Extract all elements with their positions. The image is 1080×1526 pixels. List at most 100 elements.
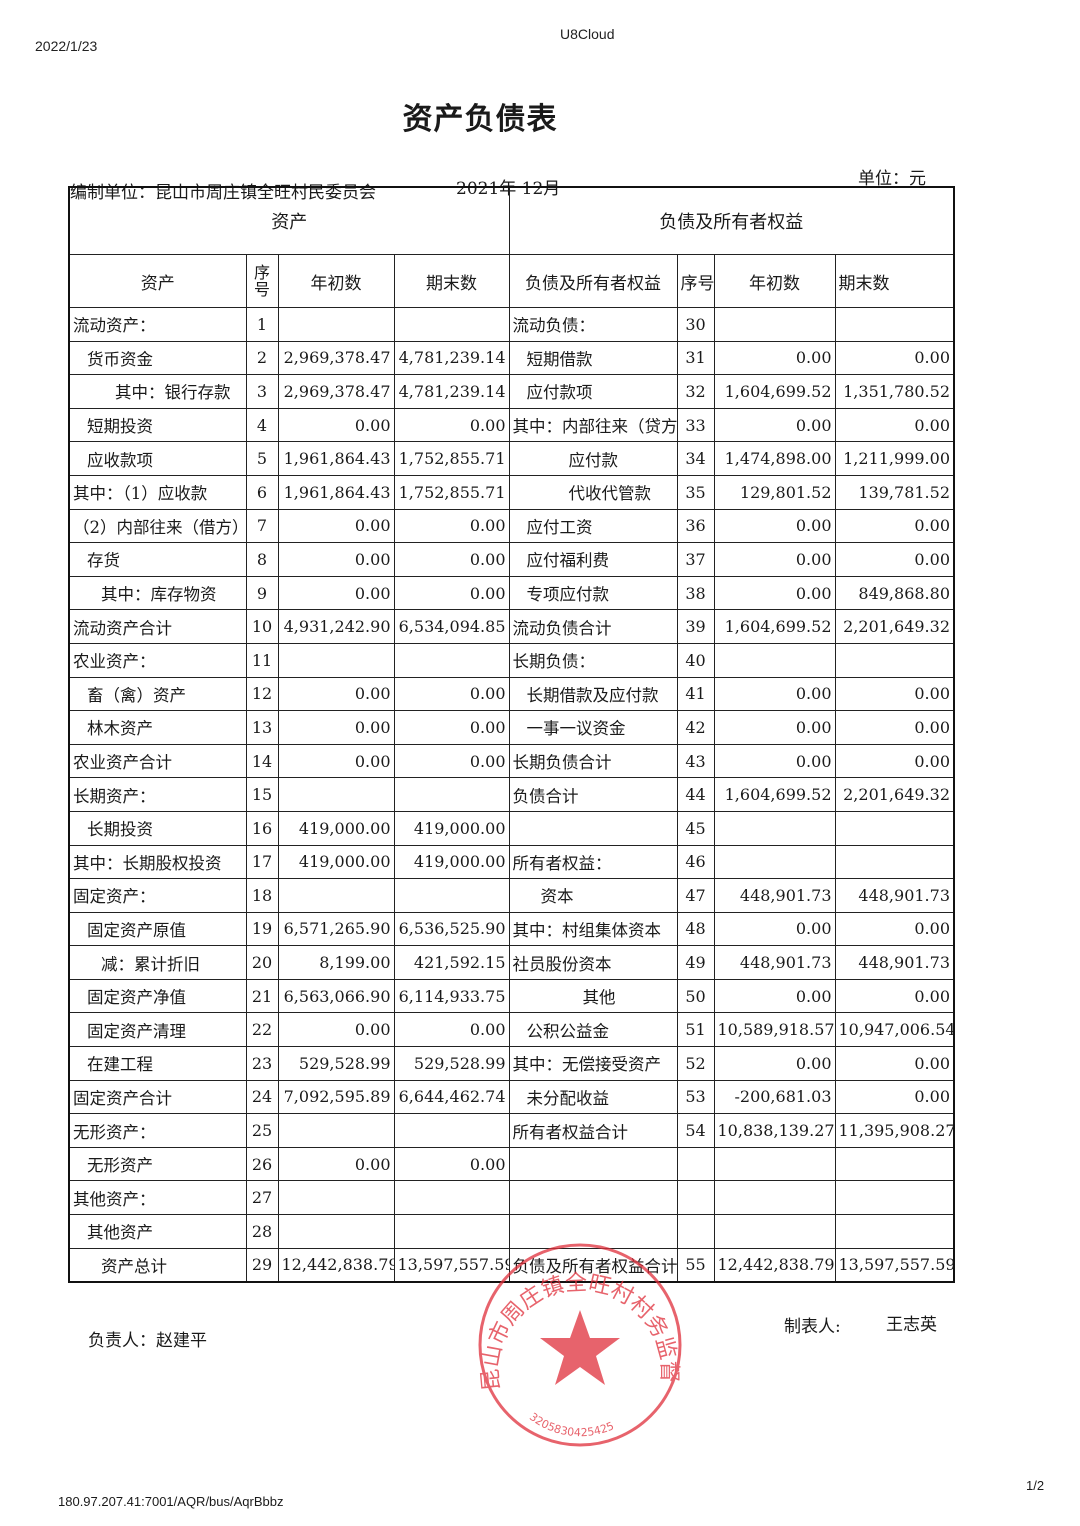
asset-name-cell: 存货	[68, 542, 247, 577]
liab-end-cell: 0.00	[834, 340, 955, 376]
table-row: 在建工程 23 529,528.99 529,528.99 其中：无偿接受资产 52 0.0…	[68, 1046, 955, 1081]
asset-begin-cell: 0.00	[277, 1012, 395, 1048]
footer-url: 180.97.207.41:7001/AQR/bus/AqrBbbz	[58, 1494, 284, 1509]
liab-end-cell: 139,781.52	[834, 474, 955, 510]
asset-name-cell: 其中：（1）应收款	[68, 474, 247, 510]
liab-begin-cell: 1,604,699.52	[713, 609, 836, 644]
table-row: 存货 8 0.00 0.00 应付福利费 37 0.00 0.00	[68, 542, 955, 577]
liab-begin-cell	[713, 1214, 836, 1249]
liab-name-cell: 其中：无偿接受资产	[508, 1046, 678, 1081]
asset-seq-cell: 1	[245, 307, 279, 342]
asset-seq-cell: 2	[245, 340, 279, 376]
asset-name-cell: 其中：银行存款	[68, 374, 247, 409]
asset-begin-cell: 6,563,066.90	[277, 978, 395, 1014]
asset-end-cell	[393, 307, 510, 342]
liab-seq-cell: 55	[676, 1247, 715, 1283]
liabilities-section-header: 负债及所有者权益	[508, 186, 955, 255]
liab-seq-cell: 50	[676, 978, 715, 1014]
liab-name-cell: 社员股份资本	[508, 945, 678, 980]
liab-name-cell: 其他	[508, 978, 678, 1014]
table-row: 固定资产原值 19 6,571,265.90 6,536,525.90 其中：村组集体资…	[68, 911, 955, 947]
liab-begin-cell: 0.00	[713, 676, 836, 712]
liab-end-cell: 448,901.73	[834, 945, 955, 980]
asset-name-cell: 固定资产合计	[68, 1079, 247, 1115]
liab-seq-cell: 44	[676, 777, 715, 812]
asset-seq-cell: 20	[245, 945, 279, 980]
liab-begin-cell: 0.00	[713, 542, 836, 577]
liab-begin-cell: 0.00	[713, 978, 836, 1014]
liab-end-cell: 0.00	[834, 911, 955, 947]
table-row: 其他资产： 27	[68, 1180, 955, 1216]
table-row: 林木资产 13 0.00 0.00 一事一议资金 42 0.00 0.00	[68, 710, 955, 745]
asset-begin-cell: 529,528.99	[277, 1046, 395, 1081]
seal-star-icon	[540, 1310, 620, 1385]
liab-seq-cell: 41	[676, 676, 715, 712]
liab-name-cell: 其中：村组集体资本	[508, 911, 678, 947]
asset-name-cell: 应收款项	[68, 441, 247, 476]
asset-seq-cell: 11	[245, 642, 279, 678]
asset-seq-cell: 8	[245, 542, 279, 577]
liab-end-cell	[834, 810, 955, 846]
table-row: 固定资产清理 22 0.00 0.00 公积公益金 51 10,589,918.57 10,9…	[68, 1012, 955, 1048]
table-row: 长期投资 16 419,000.00 419,000.00 45	[68, 810, 955, 846]
liab-seq-cell: 46	[676, 844, 715, 880]
col-end2: 期末数	[834, 254, 955, 308]
table-row: 固定资产合计 24 7,092,595.89 6,644,462.74 未分配收益 53-…	[68, 1079, 955, 1115]
liab-seq-cell: 51	[676, 1012, 715, 1048]
table-row: 其中：库存物资 9 0.00 0.00 专项应付款 38 0.00 849,868.80	[68, 575, 955, 611]
liab-end-cell: 0.00	[834, 542, 955, 577]
asset-name-cell: 农业资产：	[68, 642, 247, 678]
asset-end-cell: 0.00	[393, 743, 510, 779]
liab-begin-cell	[713, 1146, 836, 1182]
liab-name-cell: 短期借款	[508, 340, 678, 376]
liab-seq-cell: 34	[676, 441, 715, 476]
asset-name-cell: 短期投资	[68, 407, 247, 443]
liab-begin-cell: 0.00	[713, 575, 836, 611]
asset-name-cell: 长期资产：	[68, 777, 247, 812]
page-title: 资产负债表	[402, 102, 558, 137]
liab-seq-cell: 33	[676, 407, 715, 443]
liab-begin-cell: -200,681.03	[713, 1079, 836, 1115]
asset-begin-cell: 4,931,242.90	[277, 609, 395, 644]
liab-begin-cell: 129,801.52	[713, 474, 836, 510]
liab-seq-cell: 40	[676, 642, 715, 678]
asset-begin-cell	[277, 777, 395, 812]
asset-end-cell: 419,000.00	[393, 844, 510, 880]
asset-name-cell: 货币资金	[68, 340, 247, 376]
col-end: 期末数	[393, 254, 510, 308]
asset-name-cell: 无形资产：	[68, 1113, 247, 1148]
liab-end-cell: 0.00	[834, 676, 955, 712]
asset-name-cell: （2）内部往来（借方）	[68, 508, 247, 544]
liab-begin-cell: 0.00	[713, 1046, 836, 1081]
asset-begin-cell: 0.00	[277, 710, 395, 745]
table-row: 固定资产净值 21 6,563,066.90 6,114,933.75 其他 50 0.00…	[68, 978, 955, 1014]
asset-seq-cell: 12	[245, 676, 279, 712]
liab-end-cell: 448,901.73	[834, 878, 955, 913]
liab-seq-cell: 39	[676, 609, 715, 644]
asset-end-cell: 0.00	[393, 542, 510, 577]
liab-name-cell	[508, 1146, 678, 1182]
asset-end-cell	[393, 642, 510, 678]
asset-name-cell: 流动资产合计	[68, 609, 247, 644]
liab-begin-cell: 1,474,898.00	[713, 441, 836, 476]
page-number: 1/2	[1026, 1478, 1045, 1493]
liab-end-cell: 11,395,908.27	[834, 1113, 955, 1148]
liab-seq-cell: 30	[676, 307, 715, 342]
liab-seq-cell: 36	[676, 508, 715, 544]
asset-begin-cell: 12,442,838.79	[277, 1247, 395, 1283]
asset-begin-cell: 2,969,378.47	[277, 340, 395, 376]
liab-end-cell: 1,351,780.52	[834, 374, 955, 409]
liab-seq-cell: 45	[676, 810, 715, 846]
asset-seq-cell: 24	[245, 1079, 279, 1115]
liab-name-cell: 负债合计	[508, 777, 678, 812]
seal-code: 3205830425425	[527, 1410, 616, 1439]
asset-begin-cell	[277, 1214, 395, 1249]
liab-seq-cell: 35	[676, 474, 715, 510]
liab-begin-cell	[713, 844, 836, 880]
asset-end-cell: 4,781,239.14	[393, 374, 510, 409]
table-row: 资产总计 29 12,442,838.79 13,597,557.59 负债及所有者权益…	[68, 1247, 955, 1283]
table-row: （2）内部往来（借方） 7 0.00 0.00 应付工资 36 0.00 0.00	[68, 508, 955, 544]
asset-seq-cell: 10	[245, 609, 279, 644]
liab-name-cell: 代收代管款	[508, 474, 678, 510]
liab-end-cell: 0.00	[834, 1079, 955, 1115]
